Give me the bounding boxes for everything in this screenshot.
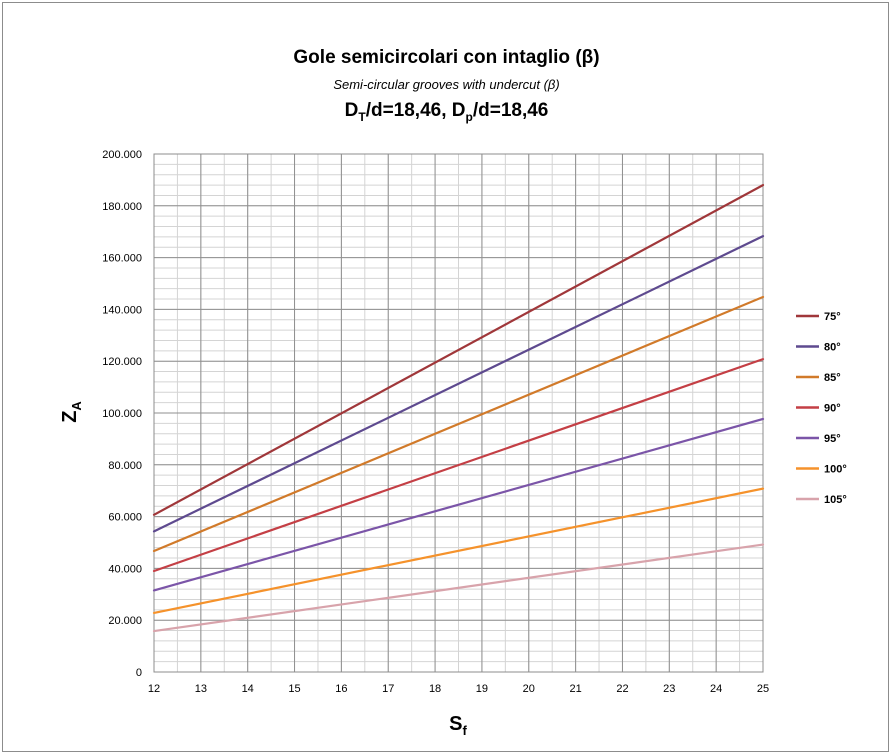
y-axis-ticks: 0 20.000 40.000 60.000 80.000 100.000 120.000 1…	[102, 149, 142, 679]
x-tick-label: 21	[569, 683, 581, 695]
legend-label: 80°	[824, 342, 841, 354]
x-tick-label: 19	[476, 683, 488, 695]
chart-title: Gole semicircolari con intaglio (β)	[293, 47, 600, 68]
chart-parameters: DT/d=18,46, Dp/d=18,46	[0, 100, 893, 124]
series-line	[152, 543, 765, 633]
series-line	[152, 183, 765, 516]
y-tick-label: 60.000	[108, 512, 142, 524]
legend-label: 90°	[824, 403, 841, 415]
x-tick-label: 24	[710, 683, 722, 695]
x-tick-label: 20	[523, 683, 535, 695]
legend-label: 100°	[824, 464, 847, 476]
y-tick-label: 0	[136, 667, 142, 679]
x-tick-label: 14	[242, 683, 254, 695]
legend-label: 105°	[824, 494, 847, 506]
plot-area	[153, 153, 764, 673]
x-tick-label: 22	[616, 683, 628, 695]
x-tick-label: 13	[195, 683, 207, 695]
x-tick-label: 15	[288, 683, 300, 695]
series-line	[152, 487, 765, 615]
y-tick-label: 100.000	[102, 408, 142, 420]
x-tick-label: 25	[757, 683, 769, 695]
param-b-sub: p	[465, 109, 473, 124]
y-tick-label: 180.000	[102, 201, 142, 213]
param-a: D	[344, 100, 359, 121]
legend: 75° 80° 85° 90° 95° 100° 105°	[796, 311, 847, 506]
y-tick-label: 200.000	[102, 149, 142, 161]
series-line	[152, 295, 765, 553]
legend-label: 95°	[824, 433, 841, 445]
x-tick-label: 23	[663, 683, 675, 695]
param-b: /d=18,46, D	[365, 100, 466, 121]
x-tick-label: 18	[429, 683, 441, 695]
y-tick-label: 140.000	[102, 304, 142, 316]
y-axis-label: ZA	[59, 401, 84, 423]
legend-label: 75°	[824, 311, 841, 323]
y-tick-label: 80.000	[108, 460, 142, 472]
x-tick-label: 17	[382, 683, 394, 695]
series-line	[152, 417, 765, 592]
series-line	[152, 358, 765, 573]
x-tick-label: 12	[148, 683, 160, 695]
x-axis-label: Sf	[449, 713, 467, 738]
param-c: /d=18,46	[472, 100, 549, 121]
legend-label: 85°	[824, 372, 841, 384]
y-tick-label: 20.000	[108, 615, 142, 627]
series-line	[152, 235, 765, 533]
y-tick-label: 160.000	[102, 253, 142, 265]
y-tick-label: 120.000	[102, 356, 142, 368]
param-a-sub: T	[358, 109, 366, 124]
x-tick-label: 16	[335, 683, 347, 695]
series-lines	[152, 183, 765, 633]
x-axis-ticks: 12 13 14 15 16 17 18 19 20 21 22 23 24 25	[148, 683, 769, 695]
chart-subtitle: Semi-circular grooves with undercut (β)	[333, 77, 560, 92]
y-tick-label: 40.000	[108, 563, 142, 575]
